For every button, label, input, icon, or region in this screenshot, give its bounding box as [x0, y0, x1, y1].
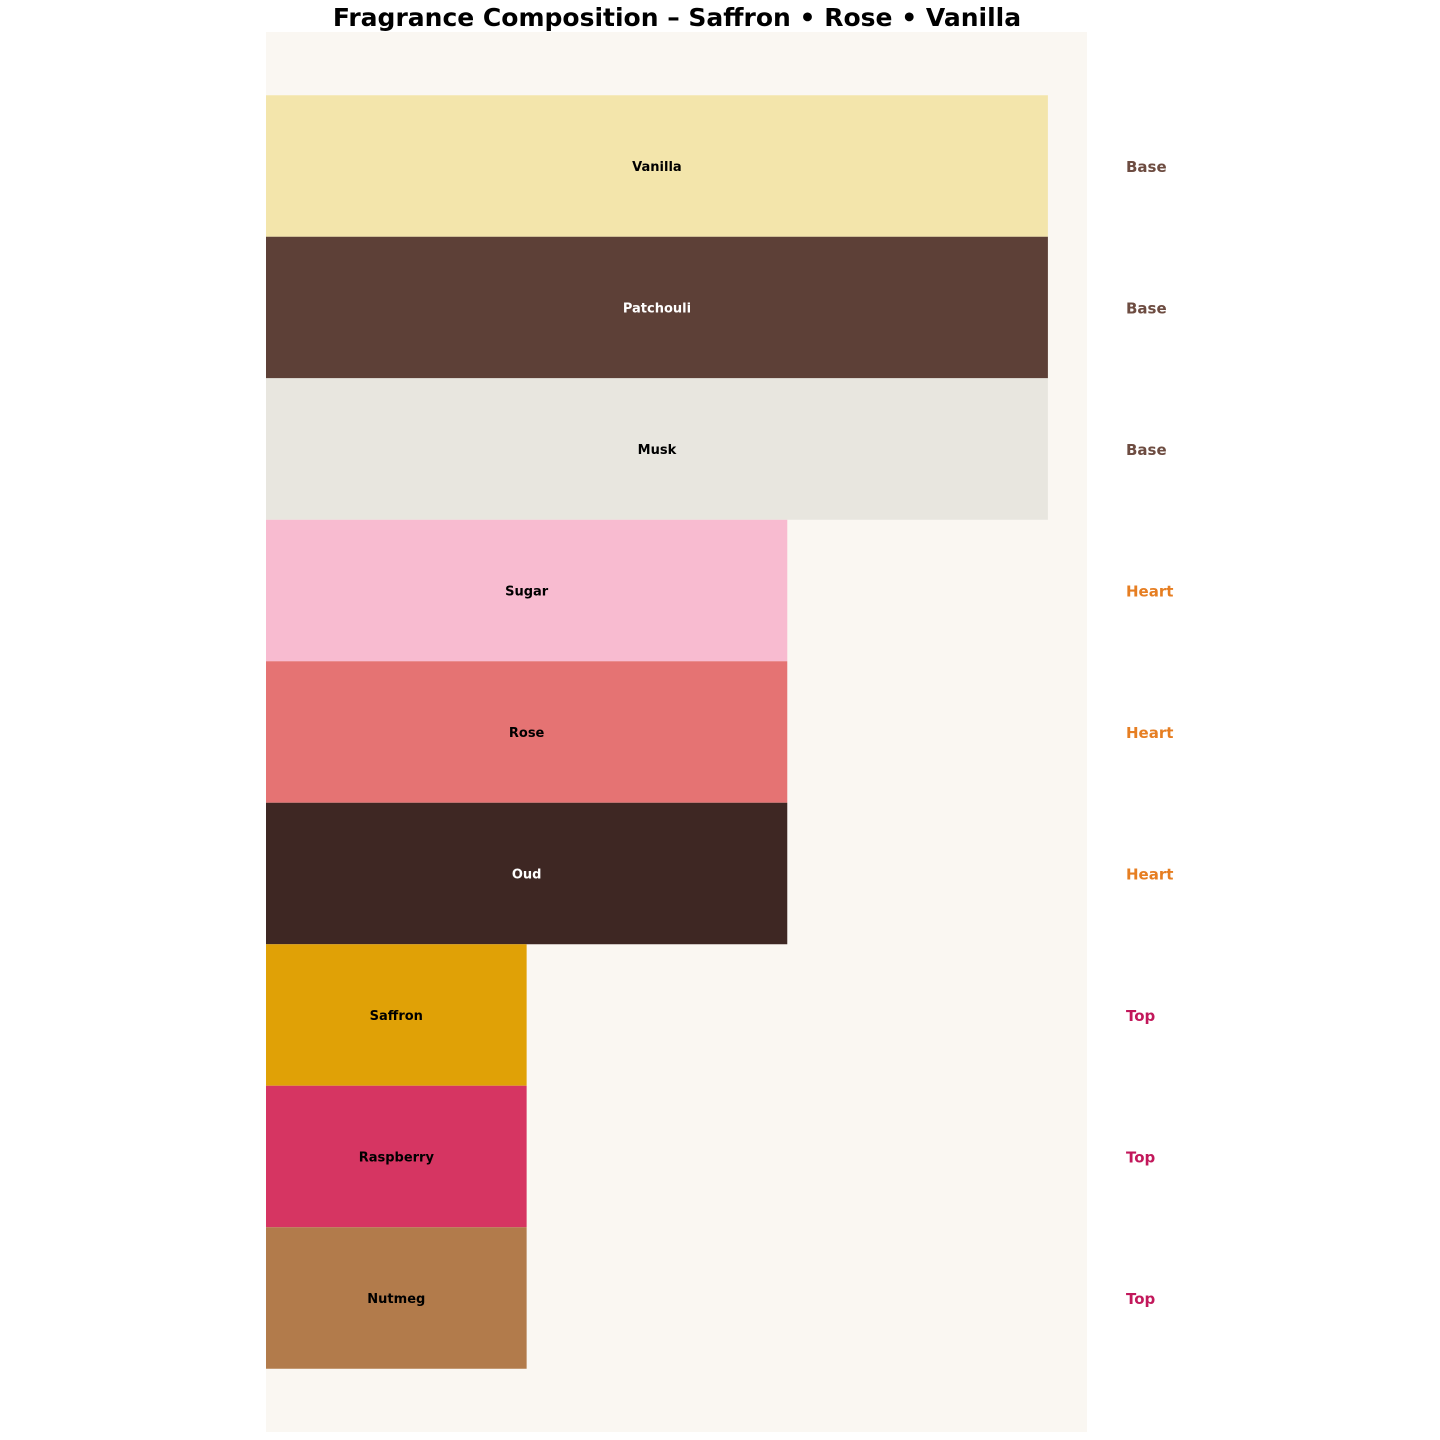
- bar-label-rose: Rose: [509, 726, 545, 741]
- tier-label-sugar: Heart: [1126, 583, 1173, 601]
- tier-label-raspberry: Top: [1126, 1149, 1156, 1167]
- bar-sugar: [266, 519, 788, 662]
- bar-raspberry: [266, 1085, 527, 1228]
- bar-label-sugar: Sugar: [505, 585, 549, 600]
- bar-rose: [266, 661, 788, 803]
- bar-patchouli: [266, 236, 1048, 379]
- bar-label-nutmeg: Nutmeg: [367, 1292, 425, 1307]
- bar-oud: [266, 802, 788, 945]
- tier-label-patchouli: Base: [1126, 300, 1167, 318]
- tier-label-saffron: Top: [1126, 1007, 1156, 1025]
- tier-label-rose: Heart: [1126, 724, 1173, 742]
- bars-group: Vanilla Base Patchouli Base Musk Base Sugar Hea…: [266, 95, 1173, 1369]
- bar-label-oud: Oud: [512, 868, 542, 883]
- bar-nutmeg: [266, 1227, 527, 1369]
- bar-label-saffron: Saffron: [370, 1009, 423, 1024]
- bar-saffron: [266, 944, 527, 1086]
- bar-musk: [266, 378, 1048, 520]
- bar-label-raspberry: Raspberry: [359, 1151, 435, 1166]
- bar-vanilla: [266, 95, 1048, 237]
- bar-label-patchouli: Patchouli: [623, 302, 691, 317]
- tier-label-nutmeg: Top: [1126, 1290, 1156, 1308]
- chart-title: Fragrance Composition – Saffron • Rose •…: [333, 3, 1021, 32]
- bar-label-musk: Musk: [638, 443, 677, 458]
- tier-label-oud: Heart: [1126, 866, 1173, 884]
- tier-label-musk: Base: [1126, 441, 1167, 459]
- tier-label-vanilla: Base: [1126, 158, 1167, 176]
- bar-label-vanilla: Vanilla: [632, 160, 682, 175]
